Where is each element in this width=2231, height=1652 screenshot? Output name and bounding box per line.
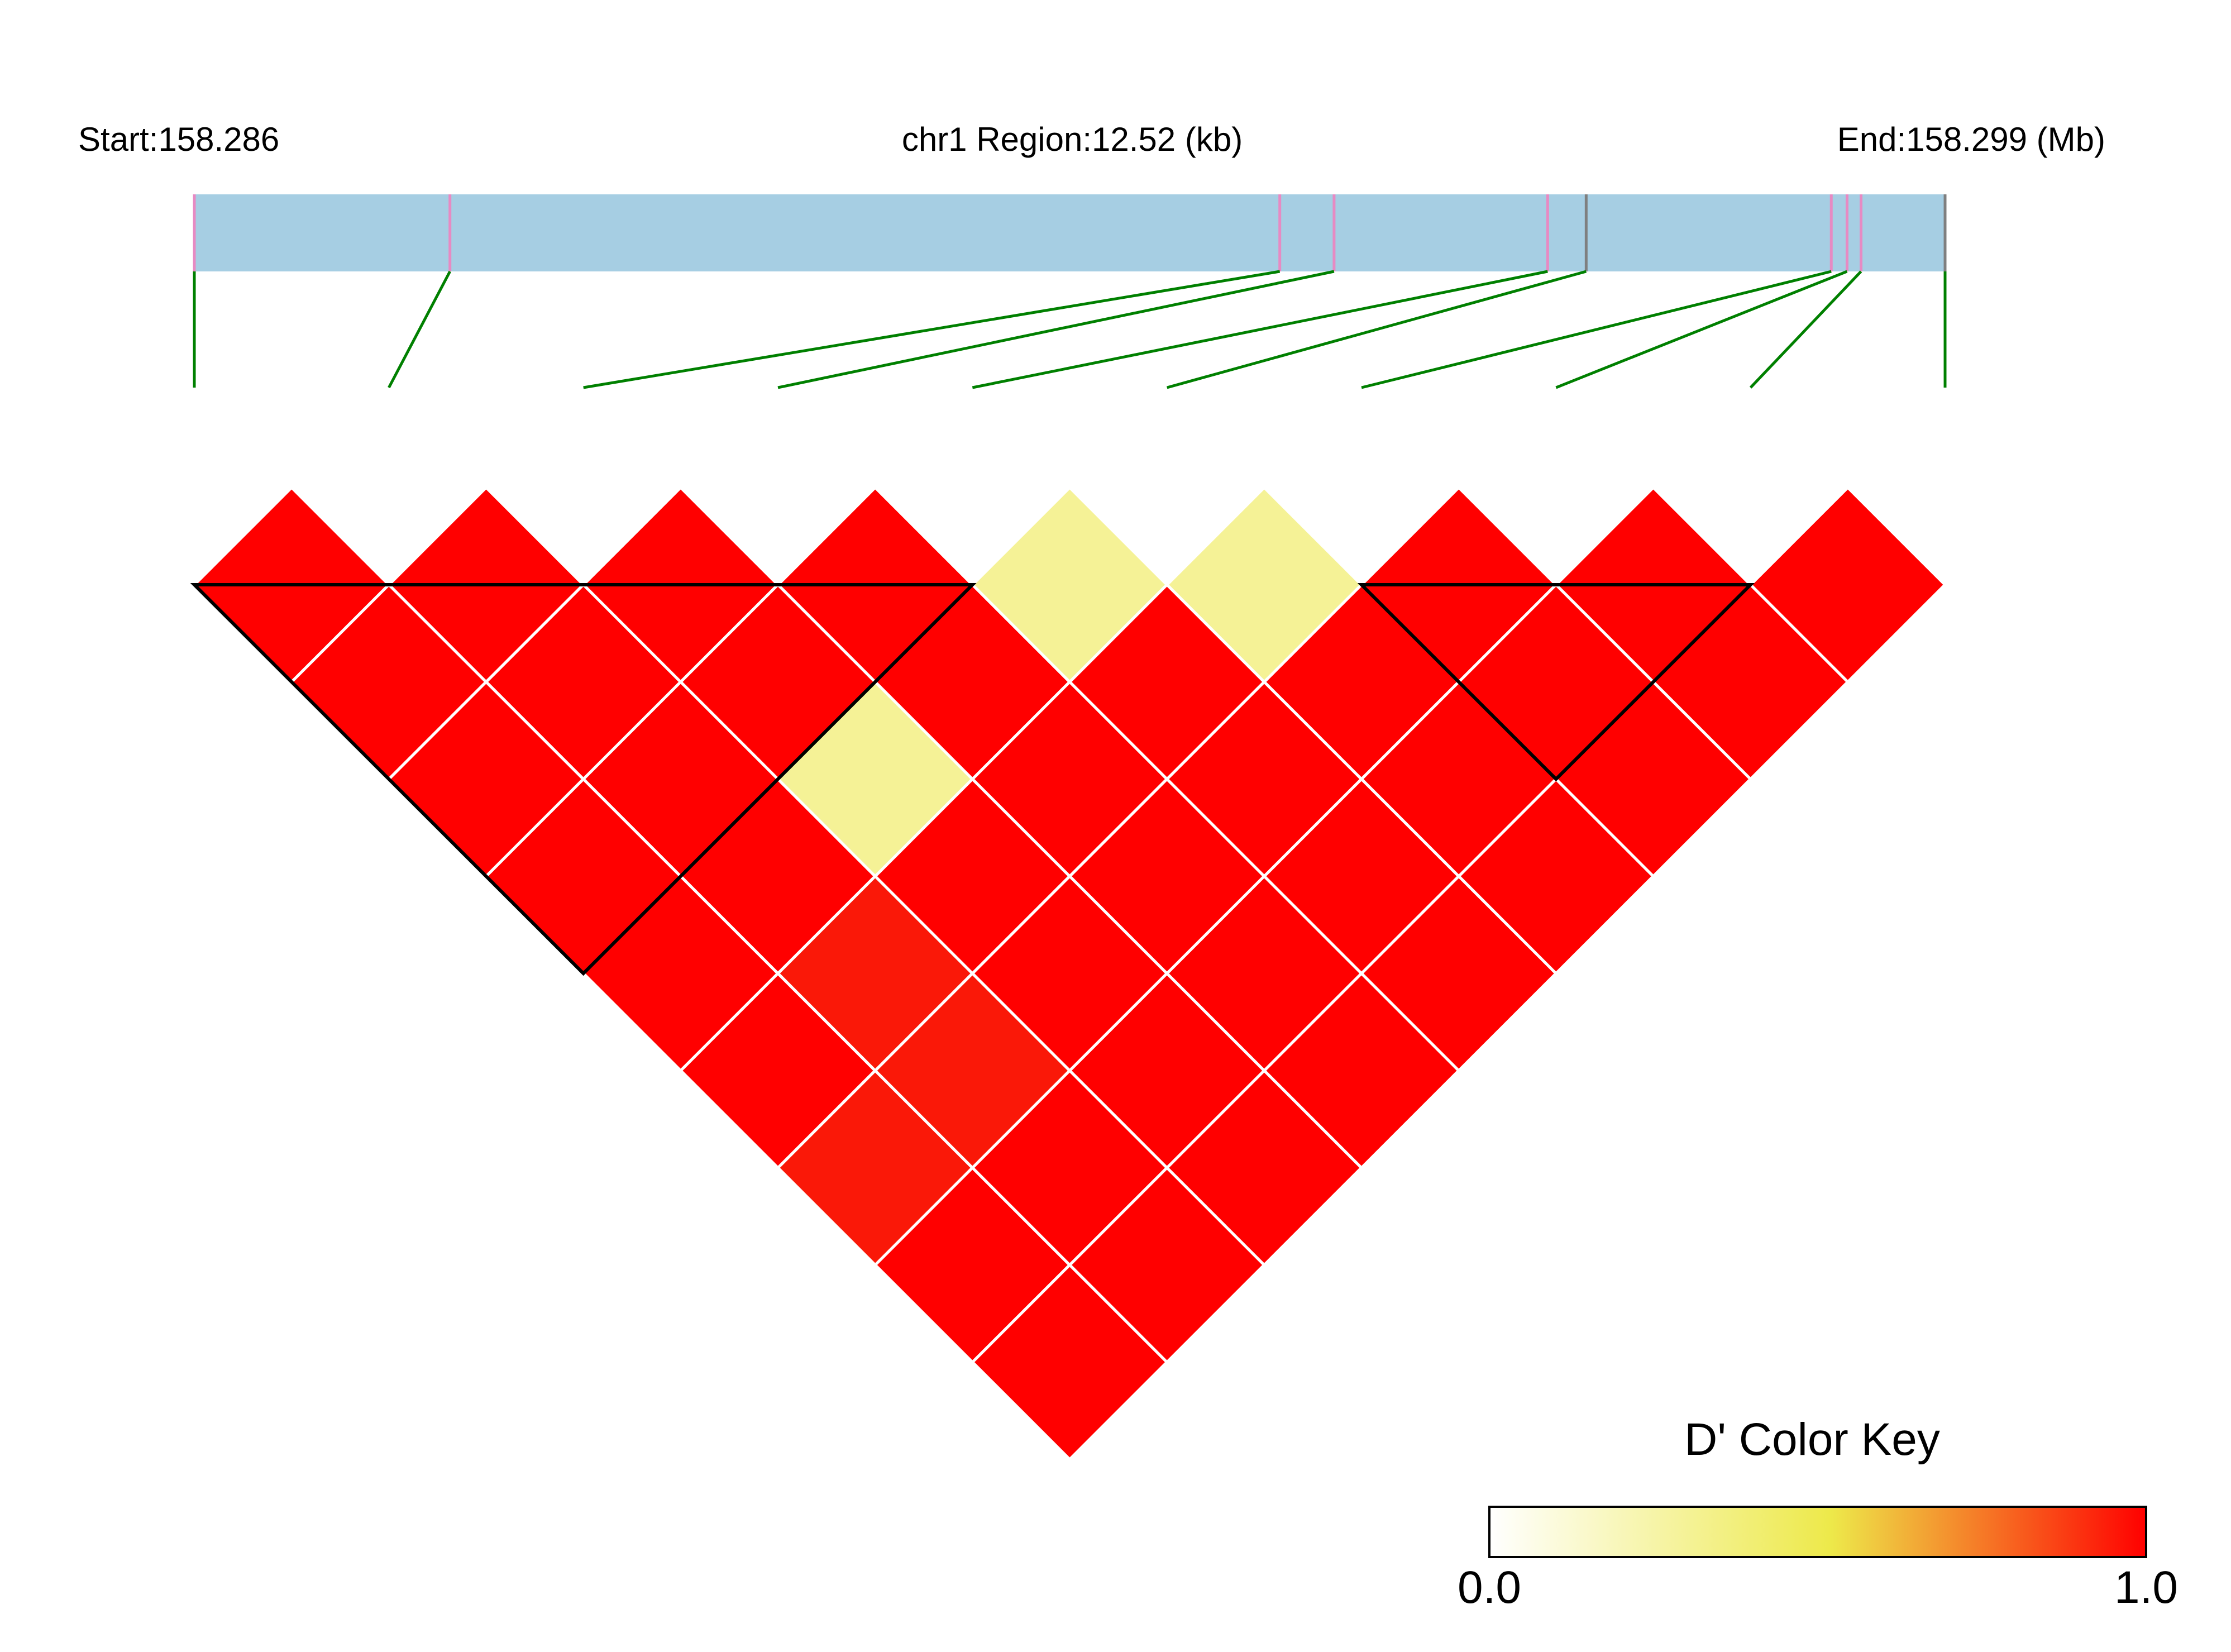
ld-heatmap-cells — [192, 485, 1947, 1462]
ld-block-outline-2 — [1357, 583, 1755, 782]
snp-connector-lines — [193, 270, 1947, 389]
snp-connector-2 — [388, 270, 451, 389]
snp-connector-9 — [1749, 270, 1862, 389]
region-start-label: Start:158.286 — [78, 121, 279, 158]
ld-cell-9-10 — [1749, 485, 1947, 684]
color-key-max-label: 1.0 — [2114, 1562, 2178, 1613]
chromosome-region-track — [194, 194, 1945, 271]
snp-connector-8 — [1555, 270, 1848, 389]
snp-connector-5 — [972, 270, 1548, 389]
color-key-min-label: 0.0 — [1458, 1562, 1521, 1613]
snp-connector-4 — [777, 270, 1335, 389]
color-key-title: D' Color Key — [1684, 1414, 1940, 1465]
snp-connector-6 — [1166, 270, 1587, 389]
color-key-bar — [1488, 1506, 2147, 1558]
region-title: chr1 Region:12.52 (kb) — [902, 121, 1243, 158]
ld-block-outline-1 — [190, 583, 977, 976]
snp-connector-7 — [1361, 270, 1832, 389]
snp-position-ticks — [193, 194, 1947, 271]
region-end-label: End:158.299 (Mb) — [1837, 121, 2105, 158]
ld-block-outlines — [190, 583, 1755, 976]
snp-connector-3 — [583, 270, 1281, 389]
